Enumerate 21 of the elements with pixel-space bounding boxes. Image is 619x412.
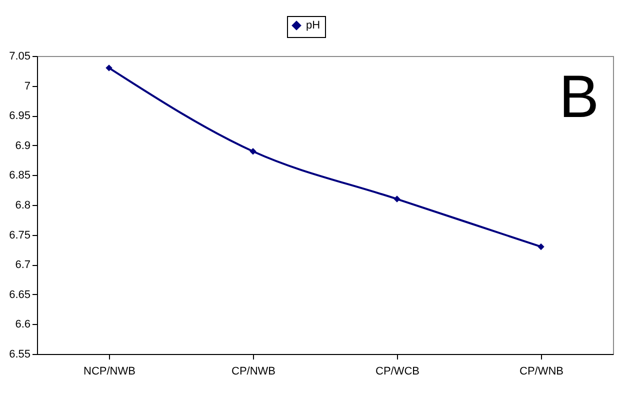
annotation: B (558, 63, 599, 130)
y-tick-label: 6.55 (9, 348, 30, 360)
y-tick-label: 7.05 (9, 50, 30, 62)
point (250, 148, 256, 155)
y-tick-label: 6.75 (9, 229, 30, 242)
y-tick-label: 6.8 (15, 200, 30, 212)
y-tick-label: 6.85 (9, 170, 30, 182)
y-tick-label: 6.6 (15, 318, 30, 331)
legend-label: pH (306, 20, 320, 32)
y-tick-label: 6.95 (9, 110, 30, 122)
x-tick-label: CP/WCB (376, 366, 420, 378)
x-tick-label: CP/WNB (520, 366, 564, 378)
point (538, 243, 544, 250)
y-tick-label: 7 (24, 80, 30, 92)
x-tick-label: NCP/NWB (84, 366, 136, 378)
y-tick-label: 6.65 (9, 288, 30, 301)
y-tick-label: 6.9 (15, 140, 30, 152)
point (394, 196, 400, 202)
y-tick-label: 6.7 (15, 259, 30, 272)
x-tick-label: CP/NWB (232, 366, 276, 378)
point (106, 64, 112, 72)
